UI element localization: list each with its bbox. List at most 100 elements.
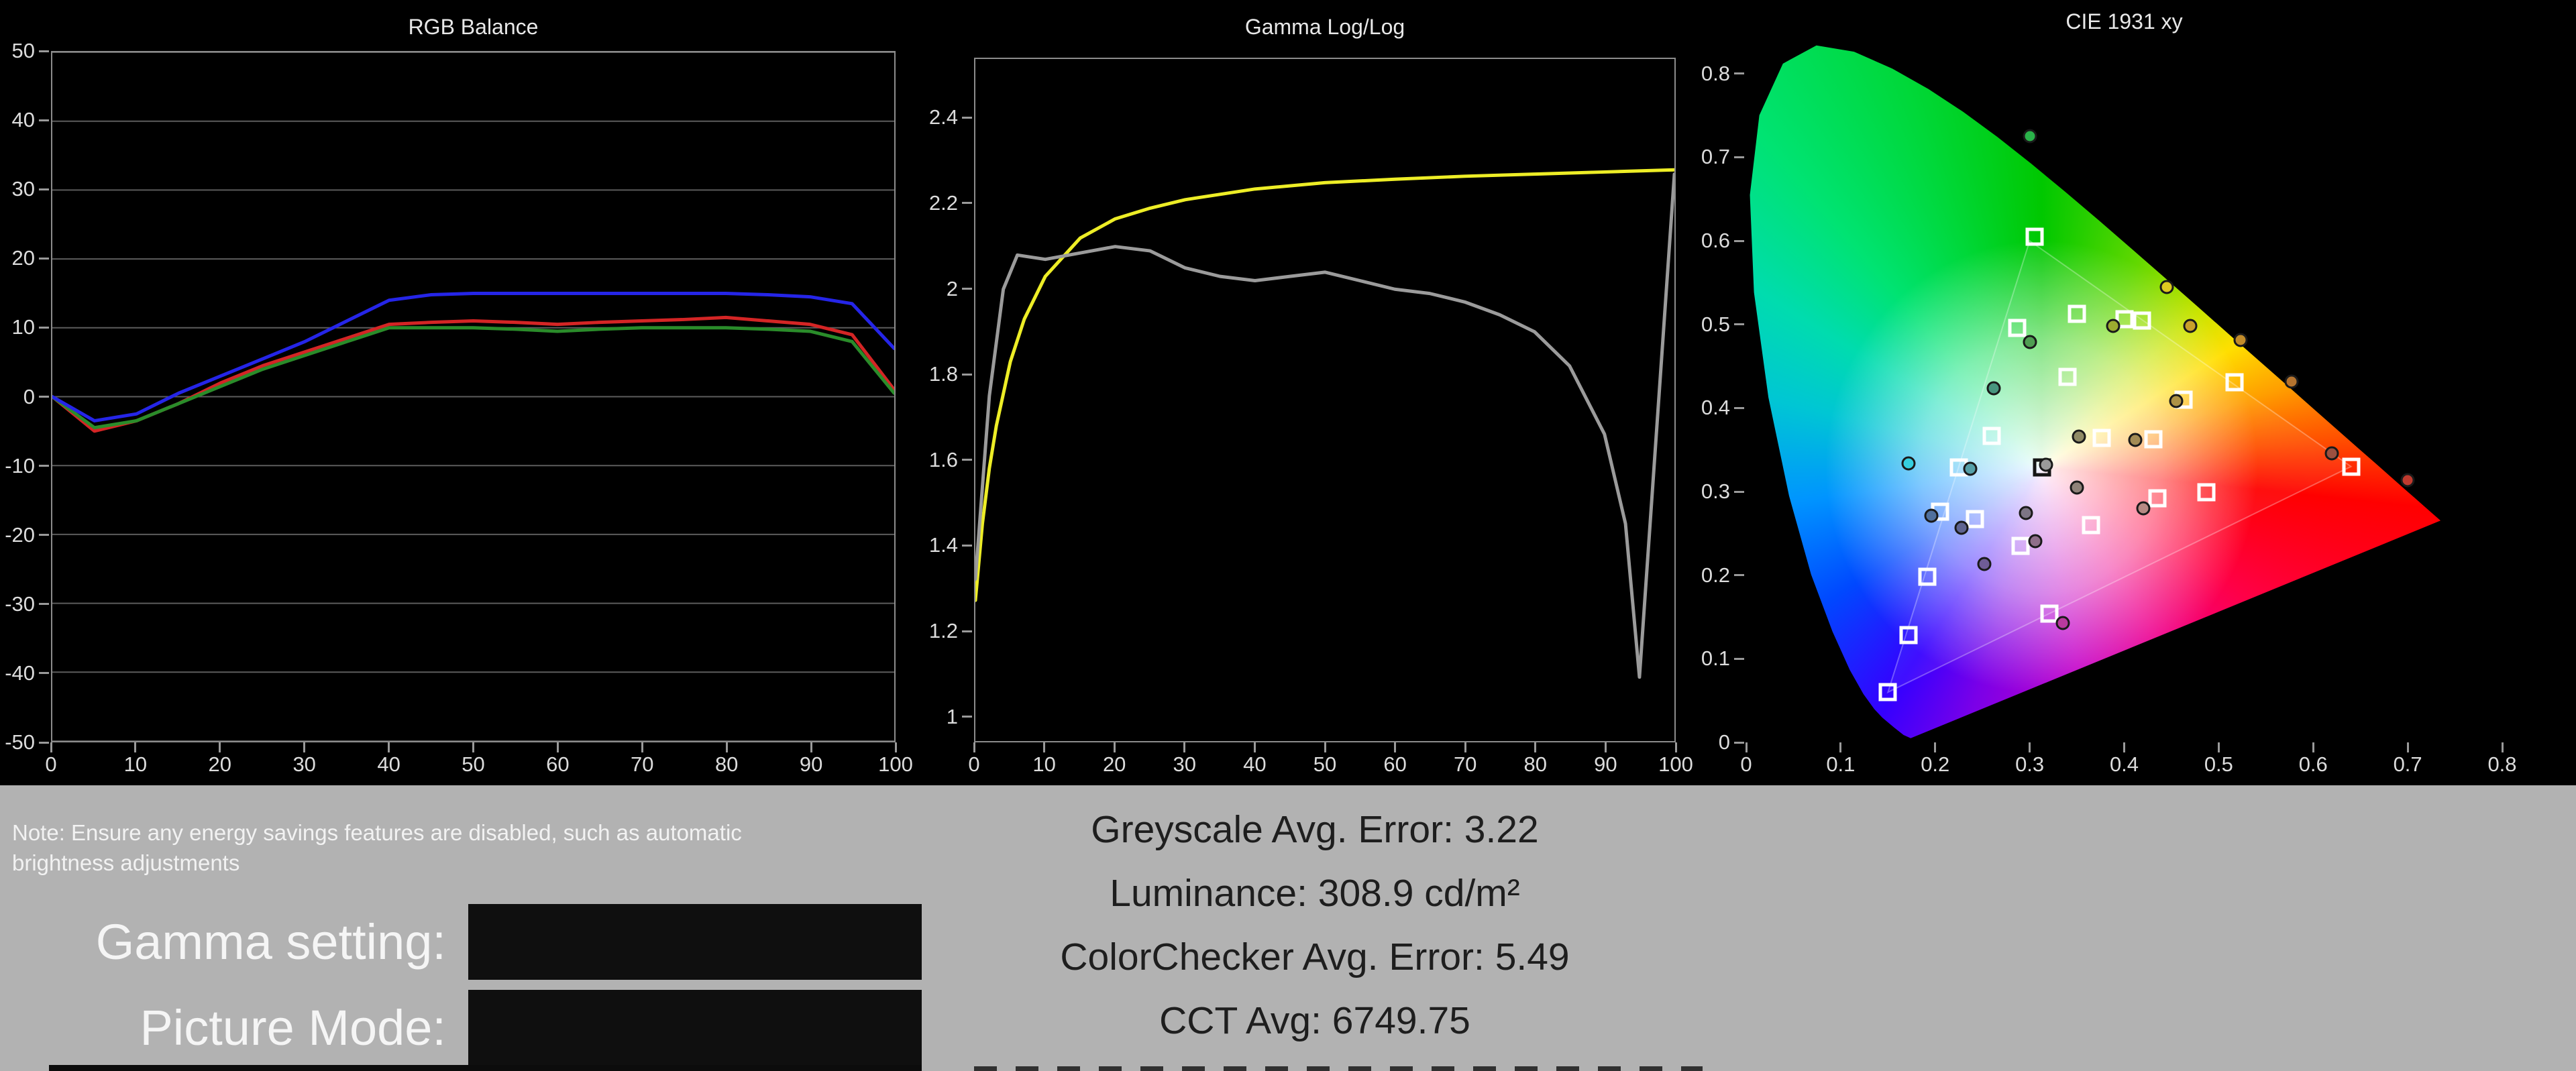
gamma-x-tick-label: 20 bbox=[1102, 752, 1126, 776]
gamma-x-tick-label: 10 bbox=[1032, 752, 1056, 776]
gamma-x-tick-mark bbox=[1043, 742, 1046, 752]
gamma-x-tick-label: 90 bbox=[1594, 752, 1617, 776]
cie-1931-measurement-dot bbox=[2233, 333, 2248, 347]
cie-1931-y-tick-mark bbox=[1734, 741, 1744, 744]
rgb-balance-x-tick-mark bbox=[219, 742, 221, 752]
rgb-balance-y-tick-label: -10 bbox=[5, 453, 35, 477]
rgb-balance-x-tick-mark bbox=[894, 742, 897, 752]
cie-1931-x-tick-mark bbox=[1839, 742, 1842, 752]
cie-1931-target-square bbox=[2011, 537, 2030, 555]
rgb-balance-x-tick-mark bbox=[472, 742, 474, 752]
cie-1931-measurement-dot bbox=[2136, 501, 2151, 516]
cie-1931-measurement-dot bbox=[2324, 446, 2339, 461]
cie-1931-x-tick-label: 0.4 bbox=[2109, 752, 2139, 776]
cie-1931-measurement-dot bbox=[1901, 456, 1916, 471]
cie-1931-measurement-dot bbox=[2169, 394, 2184, 408]
cie-1931-x-tick-label: 0.7 bbox=[2393, 752, 2422, 776]
cie-1931-target-square bbox=[2133, 311, 2151, 330]
gamma-x-tick-mark bbox=[1674, 742, 1677, 752]
rgb-balance-title: RGB Balance bbox=[408, 15, 539, 39]
gamma-x-tick-label: 70 bbox=[1453, 752, 1477, 776]
cie-1931-target-square bbox=[2082, 516, 2100, 534]
cie-1931-target-square bbox=[1966, 510, 1984, 528]
rgb-balance-blue-line bbox=[50, 292, 896, 422]
cie-1931-measurement-dot bbox=[1954, 520, 1969, 535]
cie-1931-y-tick-mark bbox=[1734, 239, 1744, 242]
rgb-balance-x-tick-mark bbox=[725, 742, 728, 752]
rgb-balance-x-tick-mark bbox=[303, 742, 306, 752]
rgb-balance-x-tick-label: 30 bbox=[292, 752, 316, 776]
gamma-x-tick-mark bbox=[1324, 742, 1326, 752]
cie-1931-target-square bbox=[1982, 427, 2001, 445]
cie-1931-y-tick-mark bbox=[1734, 490, 1744, 493]
rgb-balance-y-tick-mark bbox=[39, 396, 49, 398]
cie-1931-measurement-dot bbox=[2019, 506, 2033, 520]
cie-1931-x-tick-label: 0.5 bbox=[2204, 752, 2233, 776]
cie-1931-y-tick-label: 0.1 bbox=[1701, 646, 1730, 671]
rgb-balance-y-tick-label: -40 bbox=[5, 661, 35, 685]
gamma-y-tick-mark bbox=[962, 288, 972, 290]
rgb-balance-y-tick-mark bbox=[39, 534, 49, 537]
cie-1931-x-tick-mark bbox=[2312, 742, 2314, 752]
colorchecker-error-stat: ColorChecker Avg. Error: 5.49 bbox=[1060, 936, 1570, 978]
cie-title: CIE 1931 xy bbox=[2065, 9, 2183, 34]
cie-1931-x-tick-label: 0.8 bbox=[2487, 752, 2517, 776]
gamma-setting-field[interactable] bbox=[468, 904, 922, 980]
gamma-y-tick-mark bbox=[962, 716, 972, 718]
gamma-x-tick-mark bbox=[1464, 742, 1466, 752]
luminance-stat: Luminance: 308.9 cd/m² bbox=[1110, 872, 1520, 915]
cie-1931-y-tick-mark bbox=[1734, 657, 1744, 660]
gamma-y-tick-mark bbox=[962, 116, 972, 119]
rgb-balance-y-tick-label: 10 bbox=[11, 315, 35, 339]
gamma-y-tick-label: 2.4 bbox=[928, 105, 958, 129]
cie-1931-y-tick-mark bbox=[1734, 156, 1744, 158]
cie-1931-target-square bbox=[2025, 227, 2044, 246]
gamma-x-tick-mark bbox=[1183, 742, 1186, 752]
cutoff-black-strip bbox=[49, 1065, 922, 1071]
cie-1931-y-tick-label: 0.3 bbox=[1701, 480, 1730, 504]
cie-1931-measurement-dot bbox=[1963, 461, 1978, 476]
cie-1931-target-square bbox=[2144, 430, 2163, 448]
gamma-x-tick-mark bbox=[1394, 742, 1397, 752]
cie-1931-y-tick-label: 0.7 bbox=[1701, 145, 1730, 169]
rgb-balance-x-tick-label: 40 bbox=[377, 752, 400, 776]
cie-1931-y-tick-mark bbox=[1734, 323, 1744, 326]
cie-1931-target-square bbox=[2115, 310, 2133, 329]
cie-1931-measurement-dot bbox=[2183, 319, 2198, 333]
cie-1931-measurement-dot bbox=[2023, 335, 2037, 349]
rgb-balance-x-tick-mark bbox=[50, 742, 52, 752]
gamma-x-tick-label: 60 bbox=[1383, 752, 1407, 776]
cie-1931-target-square bbox=[2058, 368, 2077, 386]
cie-1931-gamut-triangle bbox=[1886, 239, 2353, 694]
gamma-target-gamma-line bbox=[973, 168, 1676, 602]
cie-1931-x-tick-label: 0.2 bbox=[1921, 752, 1950, 776]
gamma-x-tick-mark bbox=[1253, 742, 1256, 752]
gamma-y-tick-label: 1.2 bbox=[928, 619, 958, 643]
rgb-balance-y-tick-label: -50 bbox=[5, 730, 35, 754]
cie-1931-target-square bbox=[2225, 373, 2244, 392]
gamma-y-tick-mark bbox=[962, 202, 972, 205]
cie-1931-x-tick-mark bbox=[2029, 742, 2031, 752]
gamma-y-tick-label: 1 bbox=[946, 704, 958, 728]
note-text: Note: Ensure any energy savings features… bbox=[12, 820, 742, 875]
cie-1931-x-tick-label: 0.6 bbox=[2298, 752, 2328, 776]
cie-1931-x-tick-mark bbox=[2406, 742, 2409, 752]
gamma-x-tick-mark bbox=[973, 742, 975, 752]
cie-1931-measurement-dot bbox=[2284, 374, 2299, 389]
picture-mode-field[interactable] bbox=[468, 990, 922, 1066]
cie-1931-target-square bbox=[2068, 304, 2086, 323]
gamma-x-tick-mark bbox=[1604, 742, 1607, 752]
rgb-balance-x-tick-label: 60 bbox=[546, 752, 570, 776]
gamma-x-tick-label: 0 bbox=[968, 752, 980, 776]
rgb-balance-x-tick-mark bbox=[810, 742, 812, 752]
cie-1931-measurement-dot bbox=[2039, 457, 2053, 472]
rgb-balance-x-tick-mark bbox=[641, 742, 643, 752]
cie-1931-plot bbox=[1746, 23, 2502, 742]
gamma-setting-label: Gamma setting: bbox=[95, 914, 446, 970]
cie-1931-x-tick-label: 0.1 bbox=[1826, 752, 1856, 776]
gamma-y-tick-label: 1.4 bbox=[928, 533, 958, 557]
rgb-balance-y-tick-label: 0 bbox=[23, 384, 35, 408]
cie-1931-y-tick-label: 0 bbox=[1718, 730, 1730, 754]
cie-1931-target-square bbox=[1918, 567, 1937, 586]
rgb-balance-y-tick-label: 20 bbox=[11, 246, 35, 270]
